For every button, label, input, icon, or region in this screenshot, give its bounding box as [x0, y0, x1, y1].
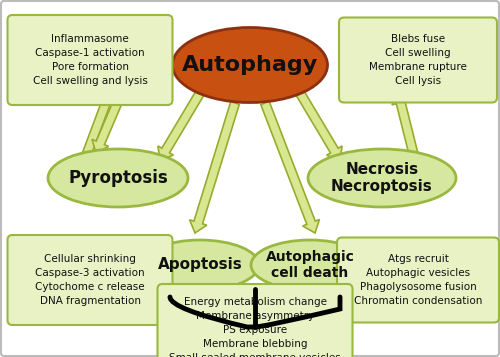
Text: Inflammasome
Caspase-1 activation
Pore formation
Cell swelling and lysis: Inflammasome Caspase-1 activation Pore f… — [32, 34, 148, 86]
Polygon shape — [82, 92, 114, 157]
Text: Atgs recruit
Autophagic vesicles
Phagolysosome fusion
Chromatin condensation: Atgs recruit Autophagic vesicles Phagoly… — [354, 254, 482, 306]
Ellipse shape — [251, 240, 369, 290]
Polygon shape — [338, 251, 390, 291]
Text: Apoptosis: Apoptosis — [158, 257, 242, 272]
Text: Necrosis
Necroptosis: Necrosis Necroptosis — [331, 162, 433, 194]
FancyBboxPatch shape — [8, 15, 172, 105]
Polygon shape — [190, 102, 240, 233]
Polygon shape — [261, 101, 320, 233]
Text: Blebs fuse
Cell swelling
Membrane rupture
Cell lysis: Blebs fuse Cell swelling Membrane ruptur… — [369, 34, 467, 86]
FancyBboxPatch shape — [339, 17, 497, 102]
Text: Autophagic
cell death: Autophagic cell death — [266, 250, 354, 280]
Text: Pyroptosis: Pyroptosis — [68, 169, 168, 187]
FancyBboxPatch shape — [337, 237, 499, 322]
Text: Cellular shrinking
Caspase-3 activation
Cytochome c release
DNA fragmentation: Cellular shrinking Caspase-3 activation … — [35, 254, 145, 306]
Ellipse shape — [48, 149, 188, 207]
Polygon shape — [158, 91, 204, 160]
Polygon shape — [118, 251, 172, 291]
Polygon shape — [392, 92, 418, 157]
Text: Autophagy: Autophagy — [182, 55, 318, 75]
FancyBboxPatch shape — [158, 284, 352, 357]
FancyBboxPatch shape — [8, 235, 172, 325]
Ellipse shape — [172, 27, 328, 102]
Polygon shape — [296, 91, 342, 160]
Text: Energy metabolism change
Membrane asymmetry
PS exposure
Membrane blebbing
Small : Energy metabolism change Membrane asymme… — [169, 297, 341, 357]
Polygon shape — [92, 90, 126, 153]
Ellipse shape — [141, 240, 259, 290]
Ellipse shape — [308, 149, 456, 207]
